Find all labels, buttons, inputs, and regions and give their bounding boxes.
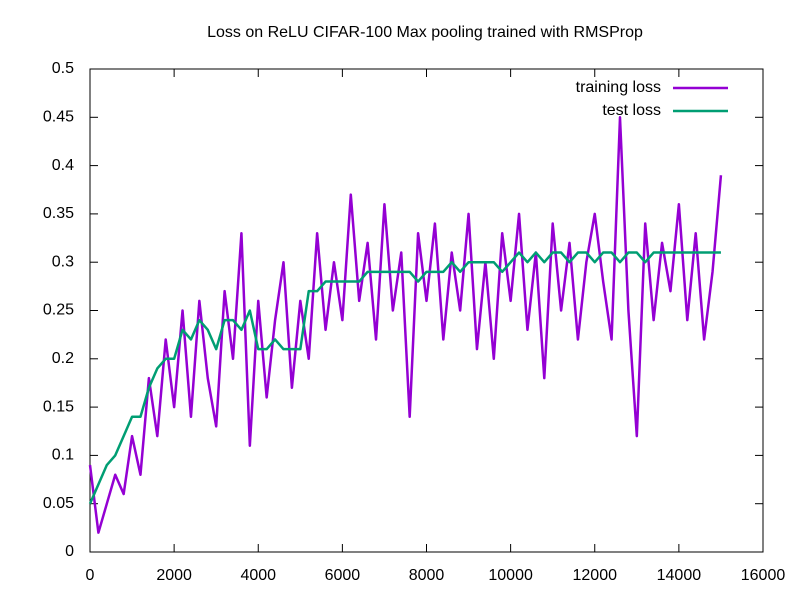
- x-tick-label: 10000: [488, 567, 533, 584]
- x-tick-label: 6000: [325, 567, 361, 584]
- x-tick-label: 12000: [573, 567, 618, 584]
- series-line: [88, 116, 723, 534]
- y-tick-label: 0.25: [43, 302, 74, 319]
- y-tick-label: 0.3: [52, 253, 74, 270]
- x-tick-label: 0: [86, 567, 95, 584]
- x-tick-label: 16000: [741, 567, 786, 584]
- y-tick-label: 0.4: [52, 157, 74, 174]
- x-tick-label: 8000: [409, 567, 445, 584]
- y-tick-label: 0.1: [52, 447, 74, 464]
- y-tick-label: 0: [65, 543, 74, 560]
- y-tick-label: 0.45: [43, 109, 74, 126]
- y-tick-label: 0.5: [52, 60, 74, 77]
- x-tick-label: 14000: [657, 567, 702, 584]
- legend-label: training loss: [576, 79, 661, 96]
- x-tick-label: 4000: [240, 567, 276, 584]
- y-tick-label: 0.2: [52, 350, 74, 367]
- series-line: [88, 251, 721, 505]
- y-tick-label: 0.15: [43, 398, 74, 415]
- x-tick-label: 2000: [156, 567, 192, 584]
- y-tick-label: 0.35: [43, 205, 74, 222]
- y-tick-label: 0.05: [43, 495, 74, 512]
- legend-label: test loss: [602, 102, 661, 119]
- chart-title: Loss on ReLU CIFAR-100 Max pooling train…: [207, 24, 643, 41]
